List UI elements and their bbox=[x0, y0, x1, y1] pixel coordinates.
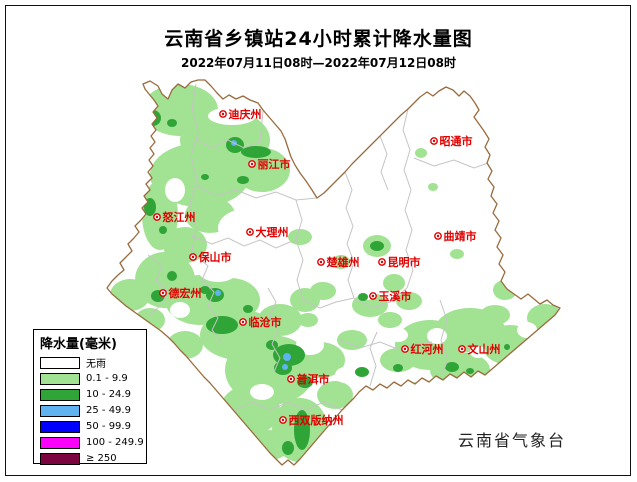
station-marker-dot bbox=[281, 418, 285, 422]
station-label: 玉溪市 bbox=[379, 289, 412, 303]
legend-label: ≥ 250 bbox=[86, 453, 117, 464]
map-title: 云南省乡镇站24小时累计降水量图 bbox=[164, 28, 473, 50]
station-marker-dot bbox=[380, 260, 384, 264]
legend-swatch-no-rain bbox=[40, 356, 80, 369]
station-label: 昭通市 bbox=[440, 134, 473, 148]
precipitation-layer bbox=[110, 83, 560, 462]
station-label: 丽江市 bbox=[258, 157, 291, 171]
station-marker-dot bbox=[460, 347, 464, 351]
heavy-rain-spots bbox=[215, 140, 291, 370]
legend-label: 0.1 - 9.9 bbox=[86, 373, 128, 384]
station-label: 西双版纳州 bbox=[289, 413, 344, 427]
station-marker-dot bbox=[403, 347, 407, 351]
station-label: 大理州 bbox=[256, 225, 289, 239]
legend-row: 10 - 24.9 bbox=[40, 387, 141, 402]
province-outline bbox=[106, 79, 561, 466]
legend-row: 25 - 49.9 bbox=[40, 403, 141, 418]
legend-swatch-heavy-storm bbox=[40, 436, 80, 449]
legend-row: 50 - 99.9 bbox=[40, 419, 141, 434]
station-label: 楚雄州 bbox=[327, 255, 360, 269]
legend-row: 无雨 bbox=[40, 355, 141, 370]
legend-row: ≥ 250 bbox=[40, 451, 141, 466]
station-marker-dot bbox=[432, 139, 436, 143]
station-marker-dot bbox=[436, 234, 440, 238]
legend-label: 25 - 49.9 bbox=[86, 405, 131, 416]
legend-row: 0.1 - 9.9 bbox=[40, 371, 141, 386]
station-label: 德宏州 bbox=[168, 286, 202, 300]
station-label: 文山州 bbox=[468, 342, 501, 356]
station-marker-dot bbox=[371, 294, 375, 298]
legend-row: 100 - 249.9 bbox=[40, 435, 144, 450]
precipitation-legend: 降水量(毫米) 无雨 0.1 - 9.9 10 - 24.9 25 - 49.9… bbox=[33, 329, 147, 466]
legend-label: 10 - 24.9 bbox=[86, 389, 131, 400]
legend-swatch-moderate bbox=[40, 388, 80, 401]
station-marker-dot bbox=[319, 260, 323, 264]
legend-label: 无雨 bbox=[86, 359, 106, 370]
station-label: 怒江州 bbox=[163, 210, 196, 224]
legend-swatch-extreme bbox=[40, 452, 80, 465]
station-marker-dot bbox=[250, 162, 254, 166]
station-label: 临沧市 bbox=[249, 315, 282, 329]
station-label: 迪庆州 bbox=[229, 107, 262, 121]
legend-swatch-storm bbox=[40, 420, 80, 433]
station-label: 保山市 bbox=[198, 250, 232, 264]
prefecture-boundaries bbox=[147, 83, 489, 412]
legend-title: 降水量(毫米) bbox=[40, 337, 117, 352]
legend-swatch-light bbox=[40, 372, 80, 385]
station-marker-dot bbox=[248, 230, 252, 234]
station-label: 红河州 bbox=[411, 342, 444, 356]
station-marker-dot bbox=[221, 112, 225, 116]
legend-label: 50 - 99.9 bbox=[86, 421, 131, 432]
station-marker-dot bbox=[161, 291, 165, 295]
station-marker-dot bbox=[191, 255, 195, 259]
station-marker-dot bbox=[289, 377, 293, 381]
station-marker-dot bbox=[155, 215, 159, 219]
station-label: 曲靖市 bbox=[444, 229, 477, 243]
station-label: 昆明市 bbox=[388, 255, 421, 269]
agency-signature: 云南省气象台 bbox=[458, 431, 567, 450]
legend-swatch-heavy bbox=[40, 404, 80, 417]
station-marker-dot bbox=[241, 320, 245, 324]
image-border bbox=[5, 5, 631, 476]
legend-label: 100 - 249.9 bbox=[86, 437, 144, 448]
map-subtitle: 2022年07月11日08时—2022年07月12日08时 bbox=[181, 56, 456, 70]
station-label: 普洱市 bbox=[297, 372, 330, 386]
